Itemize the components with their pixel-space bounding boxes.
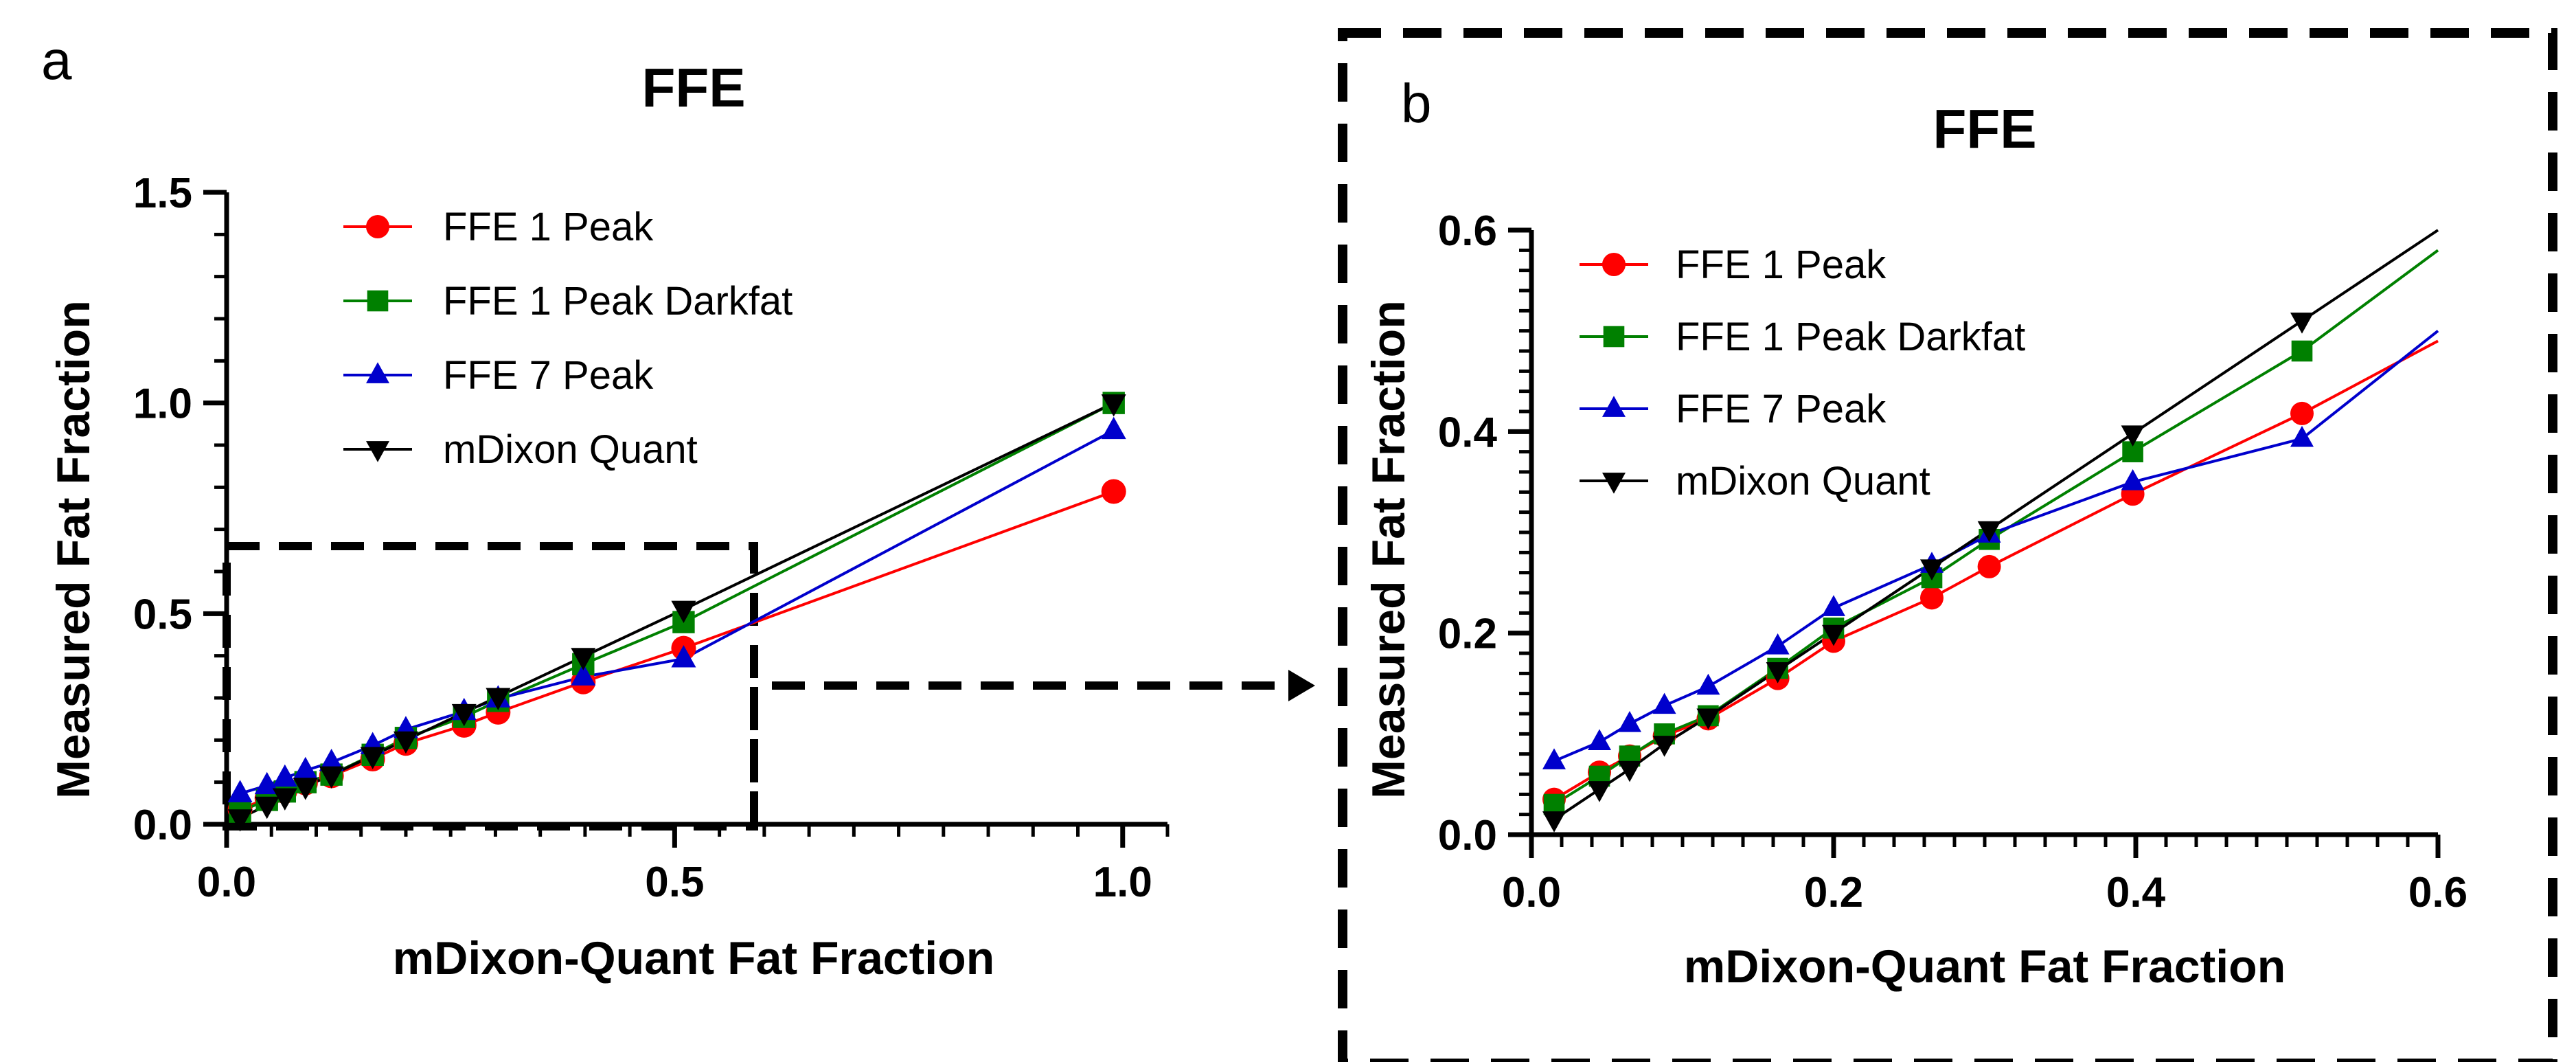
data-point-mdixon-quant — [272, 788, 297, 811]
legend-marker — [366, 215, 389, 238]
data-point-ffe-7-peak — [319, 749, 344, 771]
data-point-mdixon-quant — [671, 600, 696, 623]
zoom-connector — [750, 681, 1284, 824]
zoom-frame-b — [1338, 28, 2557, 1062]
data-point-ffe-7-peak — [1588, 729, 1611, 750]
y-axis-label-a: Measured Fat Fraction — [47, 300, 100, 799]
data-point-mdixon-quant — [1101, 394, 1126, 417]
data-point-mdixon-quant — [319, 766, 344, 789]
y-tick-label: 0.0 — [1438, 812, 1497, 859]
legend-label: FFE 1 Peak — [1676, 242, 1887, 287]
data-point-mdixon-quant — [1920, 559, 1944, 581]
data-point-mdixon-quant — [1652, 736, 1676, 757]
data-point-ffe-1-peak — [1977, 554, 2001, 578]
data-point-mdixon-quant — [1766, 662, 1790, 683]
data-point-mdixon-quant — [393, 731, 418, 754]
chart-title-b: FFE — [1933, 98, 2036, 159]
legend-label: FFE 1 Peak Darkfat — [1676, 315, 2025, 359]
x-tick-label: 0.0 — [1502, 869, 1561, 916]
legend-label: FFE 1 Peak — [443, 205, 654, 249]
x-tick-label: 0.0 — [197, 859, 256, 906]
y-tick-label: 1.5 — [133, 170, 192, 217]
legend-marker — [1603, 326, 1625, 348]
data-point-mdixon-quant — [293, 778, 318, 800]
data-point-ffe-7-peak — [1101, 416, 1126, 440]
data-point-mdixon-quant — [1977, 521, 2001, 543]
data-point-ffe-7-peak — [671, 645, 696, 668]
data-point-mdixon-quant — [360, 747, 385, 769]
x-tick-label: 0.6 — [2408, 869, 2467, 916]
legend-marker — [367, 290, 389, 312]
legend-label: FFE 7 Peak — [443, 353, 654, 398]
data-point-mdixon-quant — [486, 688, 511, 710]
legend-marker — [1602, 253, 1626, 276]
data-point-mdixon-quant — [571, 648, 596, 670]
data-point-ffe-7-peak — [272, 764, 297, 787]
data-point-ffe-7-peak — [1822, 595, 1845, 616]
y-tick-label: 0.2 — [1438, 611, 1497, 658]
data-point-ffe-7-peak — [1542, 748, 1566, 769]
data-point-mdixon-quant — [254, 796, 280, 820]
y-tick-label: 0.6 — [1438, 207, 1497, 255]
legend-label: FFE 1 Peak Darkfat — [443, 279, 793, 324]
y-tick-label: 1.0 — [133, 381, 192, 428]
data-point-ffe-7-peak — [1766, 633, 1790, 655]
legend-marker — [1602, 473, 1626, 494]
data-point-mdixon-quant — [1696, 708, 1720, 730]
x-axis-label-b: mDixon-Quant Fat Fraction — [1684, 940, 2286, 993]
data-point-ffe-1-peak — [2290, 401, 2314, 425]
legend: FFE 1 Peak FFE 1 Peak Darkfat FFE 7 Peak mD… — [1580, 242, 2025, 504]
x-tick-label: 0.4 — [2106, 869, 2166, 916]
data-point-mdixon-quant — [1588, 781, 1611, 802]
legend: FFE 1 Peak FFE 1 Peak Darkfat FFE 7 Peak mD… — [343, 205, 793, 472]
data-point-mdixon-quant — [1618, 760, 1641, 782]
data-point-mdixon-quant — [1542, 811, 1566, 833]
data-point-ffe-7-peak — [1618, 710, 1641, 732]
data-point-ffe-7-peak — [1652, 692, 1676, 714]
legend-marker — [366, 441, 389, 462]
y-tick-label: 0.5 — [133, 591, 192, 638]
x-tick-label: 0.5 — [645, 859, 704, 906]
y-tick-label: 0.0 — [133, 802, 192, 849]
data-point-mdixon-quant — [227, 809, 253, 832]
legend-label: FFE 7 Peak — [1676, 387, 1887, 431]
data-point-ffe-7-peak — [571, 663, 596, 686]
data-point-ffe-7-peak — [1696, 673, 1720, 695]
x-tick-label: 1.0 — [1093, 859, 1152, 906]
data-point-mdixon-quant — [2290, 313, 2314, 334]
legend-marker — [1602, 396, 1626, 417]
y-axis-label-b: Measured Fat Fraction — [1363, 300, 1415, 799]
data-point-ffe-7-peak — [2290, 425, 2314, 447]
legend-marker — [366, 362, 389, 383]
data-point-mdixon-quant — [451, 703, 477, 727]
legend-label: mDixon Quant — [1676, 459, 1930, 504]
panel-letter-b: b — [1401, 73, 1432, 134]
data-point-ffe-1-peak — [1920, 586, 1944, 610]
x-tick-label: 0.2 — [1804, 869, 1863, 916]
y-tick-label: 0.4 — [1438, 409, 1498, 456]
data-point-mdixon-quant — [2121, 425, 2145, 447]
data-point-mdixon-quant — [1822, 624, 1845, 646]
panel-letter-a: a — [41, 30, 72, 91]
legend-label: mDixon Quant — [443, 427, 698, 472]
x-axis-label-a: mDixon-Quant Fat Fraction — [393, 932, 994, 984]
zoom-arrowhead — [1288, 670, 1315, 701]
data-point-ffe-1-peak — [1101, 479, 1126, 504]
data-point-ffe-7-peak — [293, 756, 318, 780]
data-point-ffe-7-peak — [227, 780, 253, 802]
data-point-ffe-1-peak-darkfat — [2291, 340, 2313, 362]
data-point-ffe-7-peak — [2121, 468, 2145, 490]
chart-title-a: FFE — [641, 57, 745, 118]
